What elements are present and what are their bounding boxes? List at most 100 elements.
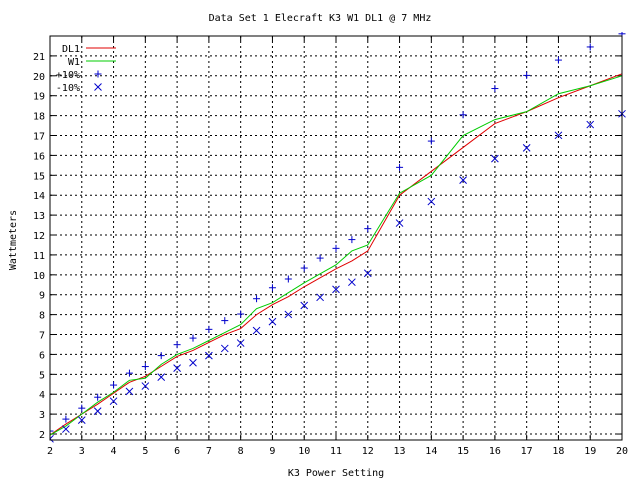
marker-stroke: [236, 339, 245, 347]
plus-marker: [300, 264, 308, 272]
cross-marker: [173, 364, 181, 373]
plus-marker: [459, 111, 467, 119]
plus-marker: [62, 415, 70, 423]
marker-stroke: [189, 358, 197, 367]
plus-marker: [491, 85, 499, 93]
chart-title: Data Set 1 Elecraft K3 W1 DL1 @ 7 MHz: [209, 13, 432, 24]
y-tick-label: 15: [33, 171, 45, 182]
marker-stroke: [141, 382, 150, 390]
marker-stroke: [109, 397, 118, 406]
y-tick-label: 16: [33, 151, 45, 162]
marker-stroke: [332, 285, 340, 294]
cross-marker: [284, 310, 293, 319]
marker-stroke: [173, 364, 181, 373]
cross-marker: [236, 339, 245, 347]
cross-marker: [205, 351, 213, 360]
x-tick-label: 6: [174, 446, 180, 457]
plus-marker: [268, 284, 276, 292]
x-tick-label: 19: [584, 446, 596, 457]
plus-marker: [284, 275, 292, 283]
cross-marker: [348, 278, 356, 287]
y-tick-label: 18: [33, 112, 45, 123]
cross-marker: [300, 301, 309, 310]
x-tick-label: 9: [269, 446, 275, 457]
x-tick-label: 13: [394, 446, 406, 457]
cross-marker: [50, 434, 54, 443]
series-plus10: [50, 32, 626, 435]
cross-marker: [220, 344, 229, 353]
plus-marker: [316, 254, 324, 262]
legend: DL1 W1 +10% -10%: [56, 44, 116, 94]
marker-stroke: [125, 387, 134, 396]
cross-marker: [522, 143, 531, 152]
x-tick-label: 8: [238, 446, 244, 457]
marker-stroke: [491, 154, 499, 163]
plus-marker: [125, 369, 133, 377]
legend-label: DL1: [62, 44, 80, 55]
y-tick-label: 13: [33, 211, 45, 222]
marker-stroke: [316, 293, 324, 302]
marker-stroke: [300, 301, 309, 310]
marker-stroke: [157, 373, 166, 381]
x-tick-label: 5: [142, 446, 148, 457]
y-tick-label: 9: [39, 291, 45, 302]
x-tick-label: 11: [330, 446, 342, 457]
marker-stroke: [554, 131, 563, 140]
cross-marker: [93, 407, 102, 415]
series-minus10: [50, 109, 626, 443]
plus-marker: [94, 393, 102, 401]
cross-marker: [141, 382, 150, 390]
x-tick-label: 2: [47, 446, 53, 457]
cross-marker: [77, 416, 86, 424]
plus-marker: [396, 163, 404, 171]
data-series: [50, 32, 626, 443]
plus-marker: [110, 381, 118, 389]
plus-marker: [78, 404, 86, 412]
cross-marker: [62, 425, 70, 433]
y-tick-label: 3: [39, 410, 45, 421]
x-axis-label: K3 Power Setting: [288, 468, 384, 479]
cross-marker: [586, 120, 595, 129]
plus-marker: [173, 341, 181, 349]
x-tick-label: 15: [457, 446, 469, 457]
marker-stroke: [50, 438, 54, 443]
marker-stroke: [427, 197, 436, 206]
plus-marker: [237, 310, 245, 318]
cross-marker: [268, 317, 277, 326]
cross-marker: [252, 326, 261, 335]
cross-marker: [125, 387, 134, 396]
cross-marker: [189, 358, 197, 367]
cross-marker: [157, 373, 166, 381]
series-line: [50, 75, 623, 436]
x-tick-label: 3: [79, 446, 85, 457]
y-axis-label: Wattmeters: [8, 210, 19, 270]
y-tick-label: 19: [33, 92, 45, 103]
plus-marker: [157, 352, 165, 360]
legend-label: -10%: [56, 83, 80, 94]
y-tick-label: 17: [33, 132, 45, 143]
cross-marker: [363, 269, 372, 278]
y-tick-label: 14: [33, 191, 45, 202]
x-tick-label: 18: [552, 446, 564, 457]
cross-marker: [316, 293, 324, 302]
marker-stroke: [205, 351, 213, 360]
plus-marker: [523, 71, 531, 79]
cross-marker: [491, 154, 499, 163]
marker-stroke: [93, 407, 102, 415]
cross-marker: [427, 197, 436, 206]
y-tick-label: 20: [33, 72, 45, 83]
x-tick-label: 4: [111, 446, 117, 457]
x-tick-label: 16: [489, 446, 501, 457]
plus-marker: [364, 225, 372, 233]
marker-stroke: [284, 310, 293, 319]
marker-stroke: [522, 143, 531, 152]
marker-stroke: [348, 278, 356, 287]
y-tick-label: 5: [39, 370, 45, 381]
legend-label: +10%: [56, 70, 80, 81]
series-dl1: [50, 73, 623, 436]
y-tick-label: 2: [39, 430, 45, 441]
plus-marker: [205, 325, 213, 333]
marker-stroke: [62, 425, 70, 433]
plus-marker: [586, 43, 594, 51]
